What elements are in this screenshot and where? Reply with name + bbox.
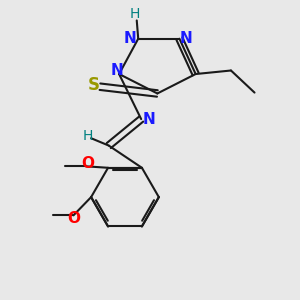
Text: O: O xyxy=(81,157,94,172)
Text: H: H xyxy=(130,7,140,21)
Text: S: S xyxy=(88,76,100,94)
Text: N: N xyxy=(180,31,193,46)
Text: O: O xyxy=(68,211,80,226)
Text: N: N xyxy=(143,112,156,127)
Text: N: N xyxy=(110,63,123,78)
Text: N: N xyxy=(124,31,136,46)
Text: H: H xyxy=(83,129,93,143)
